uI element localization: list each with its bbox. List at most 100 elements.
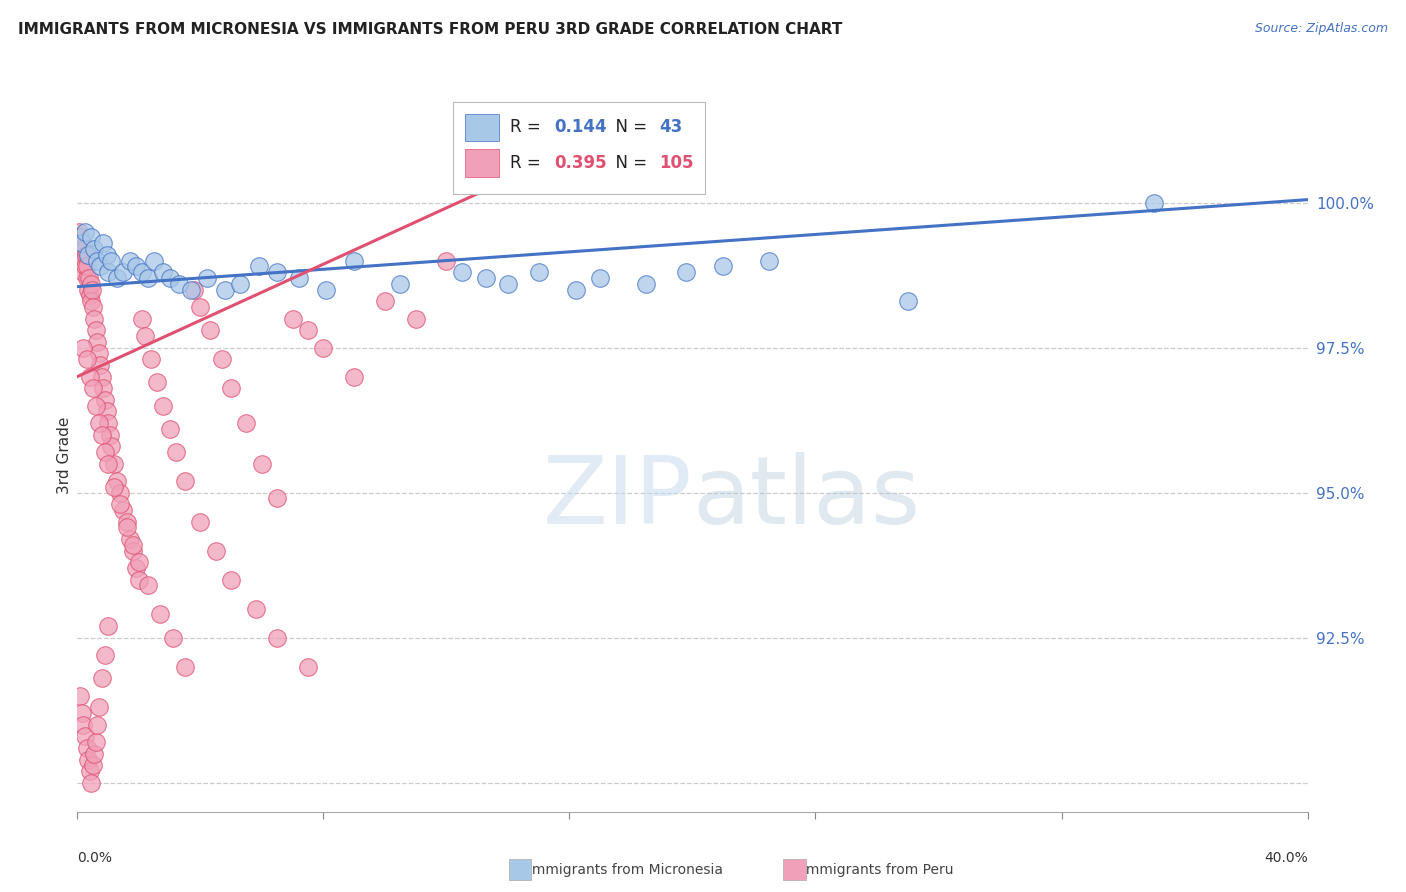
Bar [465,114,499,141]
Point [90,671,114,685]
Point [198,323,221,337]
Point [97,457,120,471]
Point [136,578,159,592]
Point [79,277,101,291]
Point [105,271,128,285]
Point [75,248,97,262]
Point [115,515,138,529]
Point [131,311,153,326]
Point [96,248,118,262]
Point [174,659,197,673]
Point [266,631,288,645]
Text: atlas: atlas [693,451,921,544]
Point [79,764,101,778]
Text: 0.0%: 0.0% [77,851,112,865]
Point [70,706,93,720]
Point [167,277,190,291]
Point [94,648,117,662]
Y-axis label: 3rd Grade: 3rd Grade [56,417,72,493]
Point [72,265,94,279]
Point [475,271,498,285]
Point [141,352,163,367]
Point [70,236,93,251]
Point [84,399,107,413]
Point [112,503,135,517]
Point [86,717,108,731]
Point [675,265,697,279]
Point [77,283,100,297]
Point [80,294,103,309]
Point [143,253,166,268]
Point [297,659,319,673]
Point [93,236,115,251]
Point [159,422,181,436]
Point [90,369,114,384]
Point [96,404,118,418]
Bar [465,150,499,177]
Point [103,457,125,471]
Point [72,717,94,731]
Point [219,573,242,587]
Point [84,323,107,337]
Point [125,561,148,575]
Point [69,242,91,256]
Point [89,260,111,274]
Point [204,543,226,558]
Point [165,445,187,459]
Point [564,283,586,297]
Point [297,323,319,337]
Point [87,346,110,360]
Point [405,311,427,326]
Point [315,283,337,297]
Point [72,253,94,268]
Point [70,248,93,262]
Point [589,271,612,285]
Point [436,253,458,268]
Point [76,352,98,367]
Text: 0.144: 0.144 [555,119,607,136]
Point [219,381,242,395]
Point [180,283,202,297]
Point [115,520,138,534]
Text: Immigrants from Peru: Immigrants from Peru [780,863,953,877]
Point [281,311,304,326]
Point [118,532,141,546]
Text: 0.395: 0.395 [555,154,607,172]
Point [110,497,132,511]
Point [77,248,100,262]
Point [69,230,91,244]
Point [266,265,288,279]
Point [527,265,550,279]
Point [343,253,366,268]
Point [72,341,94,355]
Point [86,334,108,349]
Point [121,538,143,552]
Point [97,619,120,633]
Point [100,439,122,453]
Point [128,555,150,569]
Point [190,300,212,314]
Point [80,230,103,244]
Point [94,392,117,407]
Text: 43: 43 [659,119,682,136]
Text: Immigrants from Micronesia: Immigrants from Micronesia [506,863,723,877]
Point [77,752,100,766]
Text: IMMIGRANTS FROM MICRONESIA VS IMMIGRANTS FROM PERU 3RD GRADE CORRELATION CHART: IMMIGRANTS FROM MICRONESIA VS IMMIGRANTS… [18,22,842,37]
Point [136,271,159,285]
Point [146,376,169,390]
Point [229,277,252,291]
Point [288,271,311,285]
Text: N =: N = [605,154,652,172]
Point [97,265,120,279]
Point [343,369,366,384]
Point [76,740,98,755]
Point [125,260,148,274]
Point [79,288,101,302]
Point [636,277,658,291]
Point [89,358,111,372]
Point [76,271,98,285]
Point [450,265,472,279]
Point [162,631,184,645]
Point [211,352,233,367]
Point [82,381,104,395]
